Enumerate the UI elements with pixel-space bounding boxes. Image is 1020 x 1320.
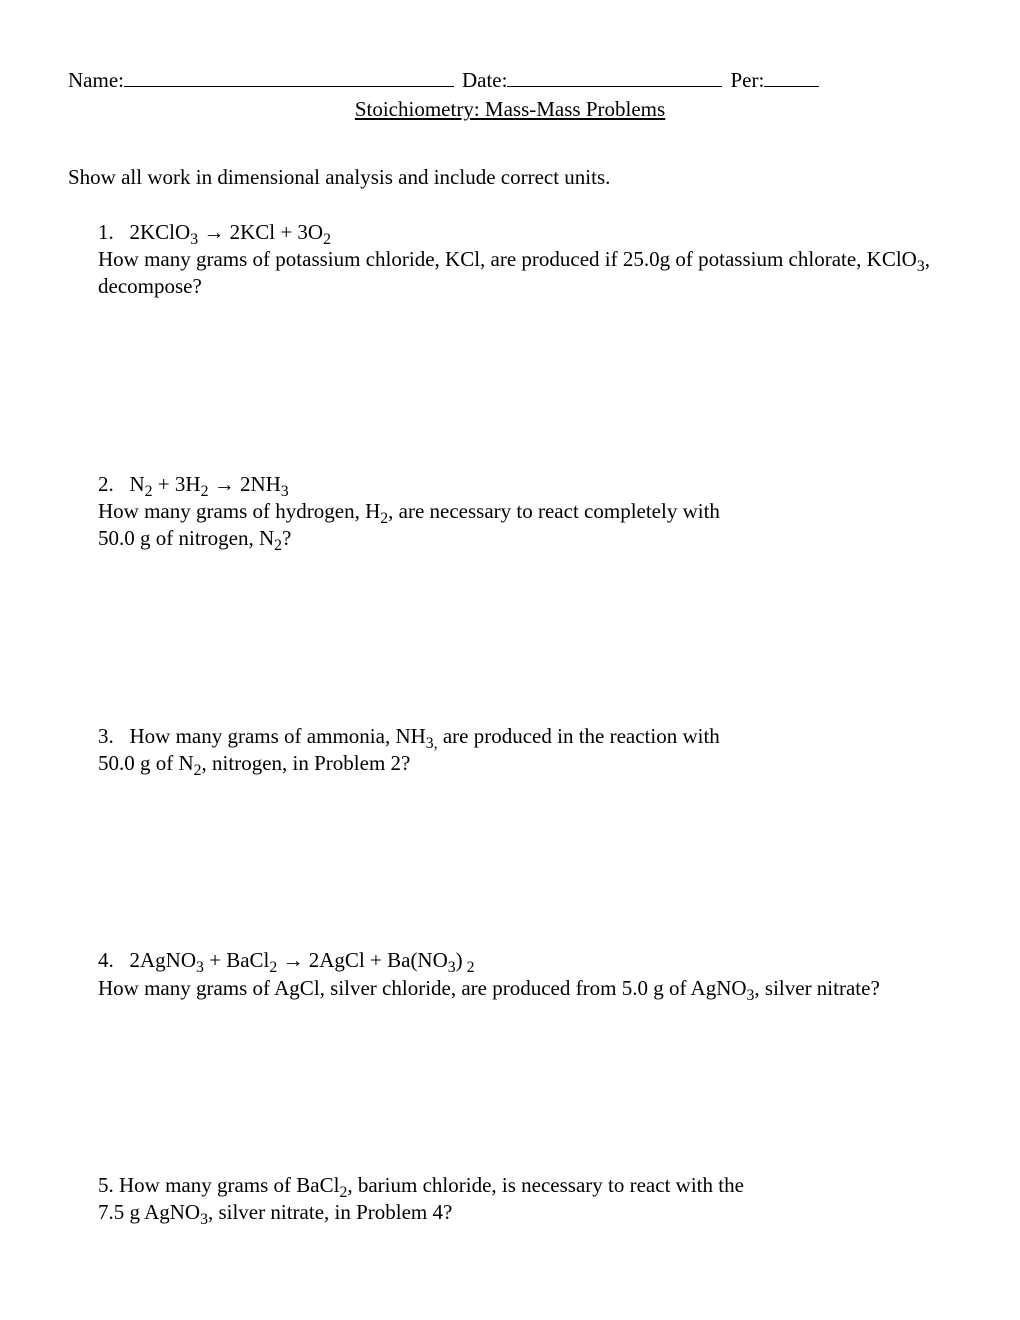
- worksheet-title: Stoichiometry: Mass-Mass Problems: [68, 96, 952, 123]
- question-text: How many grams of AgCl, silver chloride,…: [98, 976, 747, 1000]
- subscript: 3: [448, 959, 456, 976]
- question-text: , silver nitrate, in Problem 4?: [208, 1200, 452, 1224]
- equation-text: + BaCl: [204, 948, 270, 972]
- question-text: 50.0 g of nitrogen, N: [98, 526, 274, 550]
- problem-2: 2. N2 + 3H2 → 2NH3 How many grams of hyd…: [98, 471, 952, 553]
- question-text: 50.0 g of N: [98, 751, 194, 775]
- question-text: , barium chloride, is necessary to react…: [347, 1173, 744, 1197]
- question-text: 7.5 g AgNO: [98, 1200, 200, 1224]
- equation-text: → 2AgCl + Ba(NO: [277, 948, 448, 972]
- question-text: , nitrogen, in Problem 2?: [202, 751, 411, 775]
- date-blank[interactable]: [507, 65, 722, 87]
- subscript: 3: [200, 1211, 208, 1228]
- per-label: Per:: [730, 67, 764, 94]
- subscript: 3: [917, 258, 925, 275]
- name-blank[interactable]: [124, 65, 454, 87]
- worksheet-page: Name: Date: Per: Stoichiometry: Mass-Mas…: [0, 0, 1020, 1320]
- problem-1: 1. 2KClO3 → 2KCl + 3O2 How many grams of…: [98, 219, 952, 301]
- question-text: How many grams of potassium chloride, KC…: [98, 247, 917, 271]
- equation-text: 2AgNO: [130, 948, 197, 972]
- problem-5: 5. How many grams of BaCl2, barium chlor…: [98, 1172, 952, 1227]
- question-text: How many grams of BaCl: [114, 1173, 340, 1197]
- subscript: 2: [194, 762, 202, 779]
- equation-text: N: [130, 472, 145, 496]
- problem-number: 4.: [98, 948, 114, 972]
- equation-text: ): [456, 948, 463, 972]
- question-text: How many grams of hydrogen, H: [98, 499, 380, 523]
- question-text: are produced in the reaction with: [438, 724, 720, 748]
- header-line: Name: Date: Per:: [68, 65, 952, 94]
- question-text: ?: [282, 526, 291, 550]
- name-label: Name:: [68, 67, 124, 94]
- date-label: Date:: [462, 67, 507, 94]
- per-blank[interactable]: [764, 65, 819, 87]
- problem-number: 5.: [98, 1173, 114, 1197]
- subscript: 3: [196, 959, 204, 976]
- question-text: , silver nitrate?: [754, 976, 879, 1000]
- subscript: 2: [463, 959, 475, 976]
- question-text: , are necessary to react completely with: [388, 499, 720, 523]
- subscript: 3,: [426, 735, 438, 752]
- equation-text: + 3H: [153, 472, 201, 496]
- problem-number: 3.: [98, 724, 114, 748]
- question-text: ,: [925, 247, 930, 271]
- subscript: 2: [274, 538, 282, 555]
- problem-number: 2.: [98, 472, 114, 496]
- instructions: Show all work in dimensional analysis an…: [68, 164, 952, 191]
- equation-text: 2KClO: [130, 220, 191, 244]
- problem-3: 3. How many grams of ammonia, NH3, are p…: [98, 723, 952, 778]
- equation-text: → 2NH: [208, 472, 280, 496]
- subscript: 2: [380, 510, 388, 527]
- problem-number: 1.: [98, 220, 114, 244]
- problems: 1. 2KClO 3 → 2KCl + 3O 2 How many grams of…: [68, 219, 952, 1227]
- problem-4: 4. 2AgNO3 + BaCl2 → 2AgCl + Ba(NO3) 2 Ho…: [98, 947, 952, 1002]
- question-text: How many grams of ammonia, NH: [130, 724, 426, 748]
- question-text: decompose?: [98, 273, 952, 300]
- equation-text: → 2KCl + 3O: [198, 220, 323, 244]
